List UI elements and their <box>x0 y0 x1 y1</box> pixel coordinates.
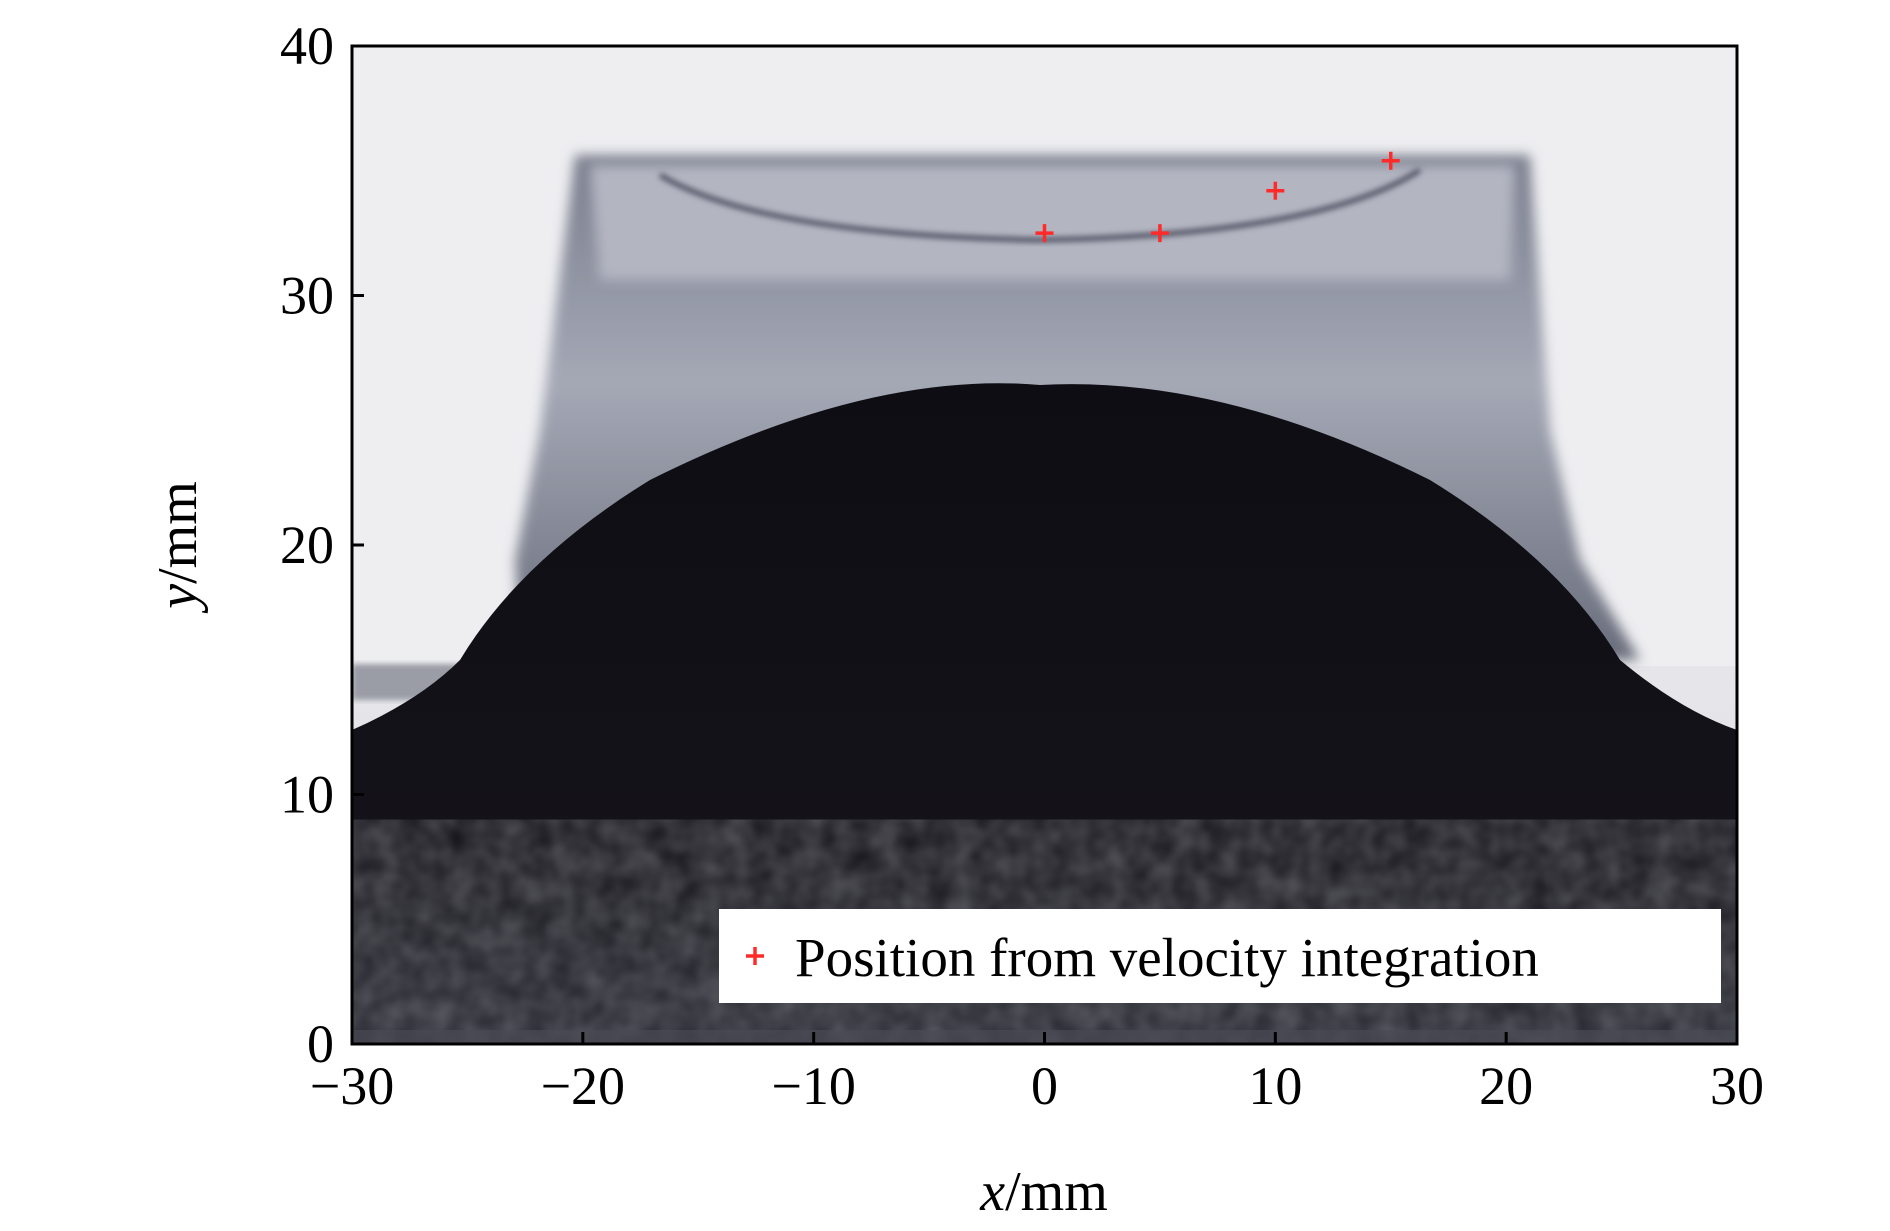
x-tick-label: −20 <box>541 1056 625 1116</box>
y-tick-label: 10 <box>280 765 334 825</box>
data-point <box>1266 181 1285 200</box>
x-axis-ticks: −30 −20 −10 0 10 20 30 <box>310 1032 1764 1116</box>
x-tick-label: 20 <box>1479 1056 1533 1116</box>
data-point <box>1150 224 1169 243</box>
x-tick-label: 30 <box>1710 1056 1764 1116</box>
data-point <box>1381 151 1400 170</box>
y-axis-label: y/mm <box>147 481 209 614</box>
y-tick-label: 0 <box>307 1014 334 1074</box>
y-tick-label: 30 <box>280 266 334 326</box>
legend-plus-marker <box>746 947 764 965</box>
y-tick-label: 20 <box>280 515 334 575</box>
x-tick-label: 0 <box>1031 1056 1058 1116</box>
legend-entry: Position from velocity integration <box>795 927 1539 988</box>
legend-marker <box>746 947 764 965</box>
y-axis-ticks: 0 10 20 30 40 <box>280 16 364 1074</box>
y-tick-label: 40 <box>280 16 334 76</box>
data-points <box>1035 151 1400 243</box>
x-tick-label: −10 <box>771 1056 855 1116</box>
x-axis-label: x/mm <box>979 1161 1108 1223</box>
x-tick-label: −30 <box>310 1056 394 1116</box>
radiograph-image <box>352 46 1737 1044</box>
legend-box <box>719 909 1721 1003</box>
legend: Position from velocity integration <box>719 909 1721 1003</box>
data-point <box>1035 224 1054 243</box>
x-tick-label: 10 <box>1248 1056 1302 1116</box>
